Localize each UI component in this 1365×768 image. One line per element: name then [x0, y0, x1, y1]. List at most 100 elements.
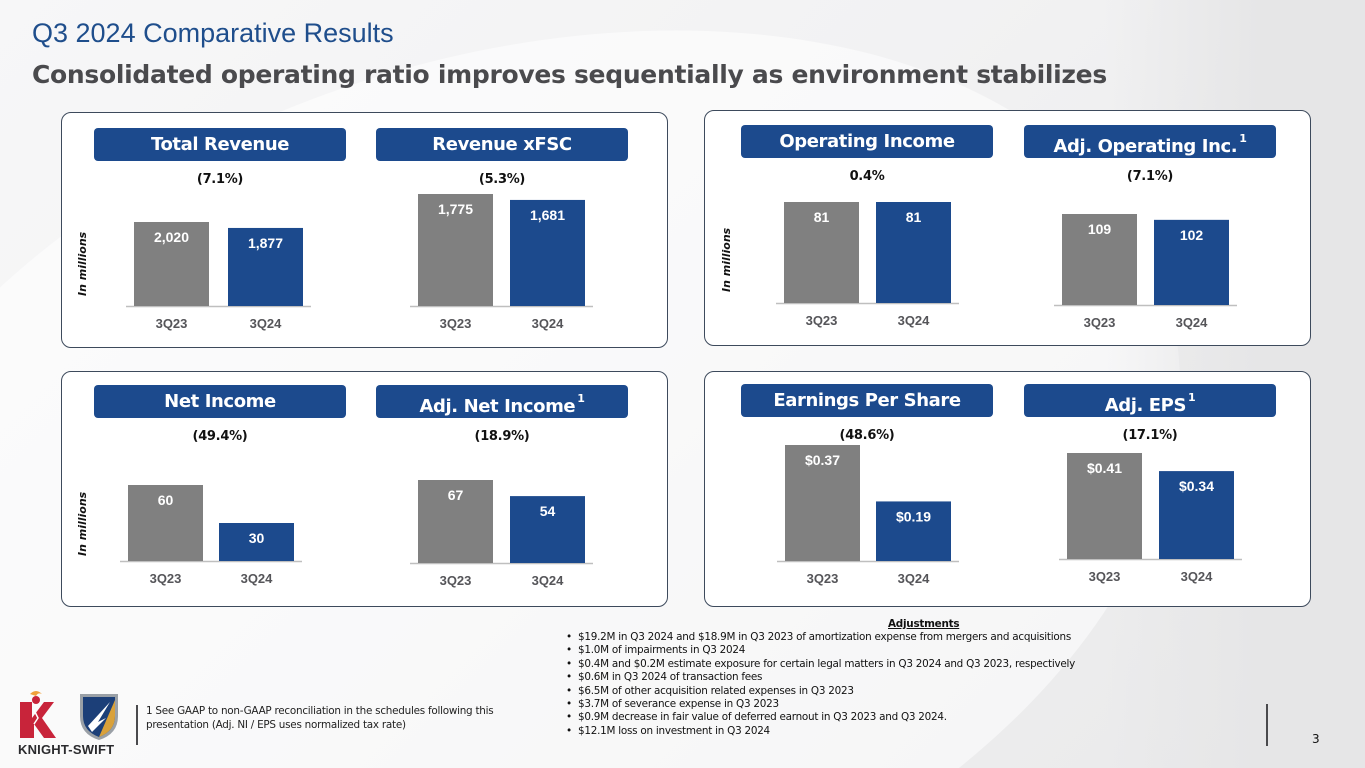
bar-3q23	[418, 480, 493, 563]
chart-title-text: Operating Income	[779, 131, 955, 152]
bar-chart-plot: 67 3Q23 54 3Q24	[410, 480, 593, 588]
percent-change: (5.3%)	[478, 172, 526, 187]
x-tick-label: 3Q24	[898, 313, 931, 328]
chart-adj-net-income: Adj. Net Income 1 (18.9%) 67 3Q23 54 3Q24	[376, 385, 628, 605]
x-tick-label: 3Q23	[150, 571, 182, 586]
chart-title: Revenue xFSC	[376, 128, 628, 161]
adjustment-item: $1.0M of impairments in Q3 2024	[566, 644, 1166, 658]
data-label: 81	[906, 209, 922, 225]
data-label: 60	[158, 492, 174, 508]
bar-3q24	[876, 202, 951, 303]
chart-title-text: Total Revenue	[150, 134, 290, 155]
x-tick-label: 3Q23	[440, 573, 472, 588]
swift-shield-icon	[80, 694, 118, 740]
data-label: 109	[1088, 221, 1112, 237]
data-label: 30	[249, 530, 265, 546]
chart-title: Adj. EPS 1	[1024, 384, 1276, 417]
bar-chart-plot: $0.37 3Q23 $0.19 3Q24	[777, 445, 959, 586]
data-label: $0.19	[896, 508, 931, 524]
chart-title: Earnings Per Share	[741, 384, 993, 417]
bar-3q23	[1062, 214, 1137, 305]
chart-title: Adj. Operating Inc. 1	[1024, 125, 1276, 158]
bar-chart-plot: 2,020 3Q23 1,877 3Q24	[126, 222, 311, 331]
chart-title-text: Revenue xFSC	[432, 134, 572, 155]
x-tick-label: 3Q24	[241, 571, 274, 586]
percent-change: (49.4%)	[192, 429, 248, 444]
data-label: 1,775	[438, 201, 473, 217]
bar-3q24	[219, 523, 294, 561]
page-divider	[1266, 704, 1268, 746]
chart-operating-income: Operating Income 0.4% 81 3Q23 81 3Q24	[741, 125, 993, 345]
x-tick-label: 3Q24	[250, 316, 283, 331]
chart-title: Adj. Net Income 1	[376, 385, 628, 418]
x-tick-label: 3Q23	[156, 316, 188, 331]
x-tick-label: 3Q24	[898, 571, 931, 586]
chart-title: Net Income	[94, 385, 346, 418]
bar-3q23	[785, 445, 860, 561]
bar-3q24	[510, 199, 585, 306]
chart-title-text: Adj. EPS	[1104, 395, 1187, 416]
data-label: 1,681	[530, 207, 565, 223]
x-tick-label: 3Q23	[806, 313, 838, 328]
bar-3q24	[1159, 471, 1234, 559]
y-axis-label: In millions	[76, 491, 89, 556]
footnote: 1 See GAAP to non-GAAP reconciliation in…	[146, 705, 494, 731]
bar-chart-plot: 109 3Q23 102 3Q24	[1054, 214, 1237, 330]
bar-3q24	[1154, 219, 1229, 305]
adjustment-item: $12.1M loss on investment in Q3 2024	[566, 725, 1166, 739]
data-label: 54	[540, 503, 556, 519]
y-axis-label: In millions	[720, 227, 733, 292]
percent-change: (7.1%)	[196, 172, 244, 187]
x-tick-label: 3Q23	[1084, 315, 1116, 330]
data-label: $0.34	[1179, 478, 1214, 494]
percent-change: (48.6%)	[839, 428, 895, 443]
chart-title-text: Adj. Net Income	[419, 396, 576, 417]
adjustment-item: $3.7M of severance expense in Q3 2023	[566, 698, 1166, 712]
chart-revenue-xfsc: Revenue xFSC (5.3%) 1,775 3Q23 1,681 3Q24	[376, 128, 628, 348]
knight-swift-logo	[20, 691, 118, 740]
data-label: $0.37	[805, 452, 840, 468]
data-label: 102	[1180, 227, 1204, 243]
bar-3q23	[134, 222, 209, 306]
adjustment-item: $0.4M and $0.2M estimate exposure for ce…	[566, 658, 1166, 672]
chart-net-income: Net Income (49.4%) 60 3Q23 30 3Q24	[94, 385, 346, 605]
data-label: 2,020	[154, 229, 189, 245]
x-tick-label: 3Q24	[532, 316, 565, 331]
adjustments-title: Adjustments	[888, 618, 960, 630]
chart-title: Total Revenue	[94, 128, 346, 161]
footnote-ref: 1	[1188, 391, 1196, 404]
adjustment-item: $19.2M in Q3 2024 and $18.9M in Q3 2023 …	[566, 631, 1166, 645]
x-tick-label: 3Q24	[1176, 315, 1209, 330]
chart-adj-operating-income: Adj. Operating Inc. 1 (7.1%) 109 3Q23 102 3Q24	[1024, 125, 1276, 345]
bar-3q23	[784, 202, 859, 303]
footnote-ref: 1	[577, 392, 585, 405]
y-axis-label: In millions	[76, 231, 89, 296]
x-tick-label: 3Q23	[807, 571, 839, 586]
bar-chart-plot: 1,775 3Q23 1,681 3Q24	[410, 194, 593, 331]
bar-3q24	[228, 227, 303, 306]
bar-chart-plot: 60 3Q23 30 3Q24	[120, 485, 302, 586]
chart-total-revenue: Total Revenue (7.1%) 2,020 3Q23 1,877 3Q24	[94, 128, 346, 348]
data-label: $0.41	[1087, 460, 1122, 476]
percent-change: 0.4%	[849, 169, 885, 184]
bar-3q23	[418, 194, 493, 306]
footer-divider	[136, 705, 138, 745]
adjustments-section: Adjustments $19.2M in Q3 2024 and $18.9M…	[566, 618, 1166, 739]
bar-3q23	[1067, 453, 1142, 559]
chart-title-text: Earnings Per Share	[773, 390, 961, 411]
chart-title-text: Adj. Operating Inc.	[1053, 136, 1238, 157]
adjustments-list: $19.2M in Q3 2024 and $18.9M in Q3 2023 …	[566, 631, 1166, 739]
chart-title-text: Net Income	[164, 391, 276, 412]
bar-3q24	[876, 501, 951, 561]
data-label: 1,877	[248, 235, 283, 251]
x-tick-label: 3Q23	[1089, 569, 1121, 584]
chart-title: Operating Income	[741, 125, 993, 158]
adjustment-item: $0.9M decrease in fair value of deferred…	[566, 711, 1166, 725]
data-label: 67	[448, 487, 464, 503]
bar-3q24	[510, 496, 585, 563]
page-subtitle: Consolidated operating ratio improves se…	[32, 60, 1107, 89]
percent-change: (7.1%)	[1126, 169, 1174, 184]
x-tick-label: 3Q24	[532, 573, 565, 588]
data-label: 81	[814, 209, 830, 225]
chart-adj-eps: Adj. EPS 1 (17.1%) $0.41 3Q23 $0.34 3Q24	[1024, 384, 1276, 604]
